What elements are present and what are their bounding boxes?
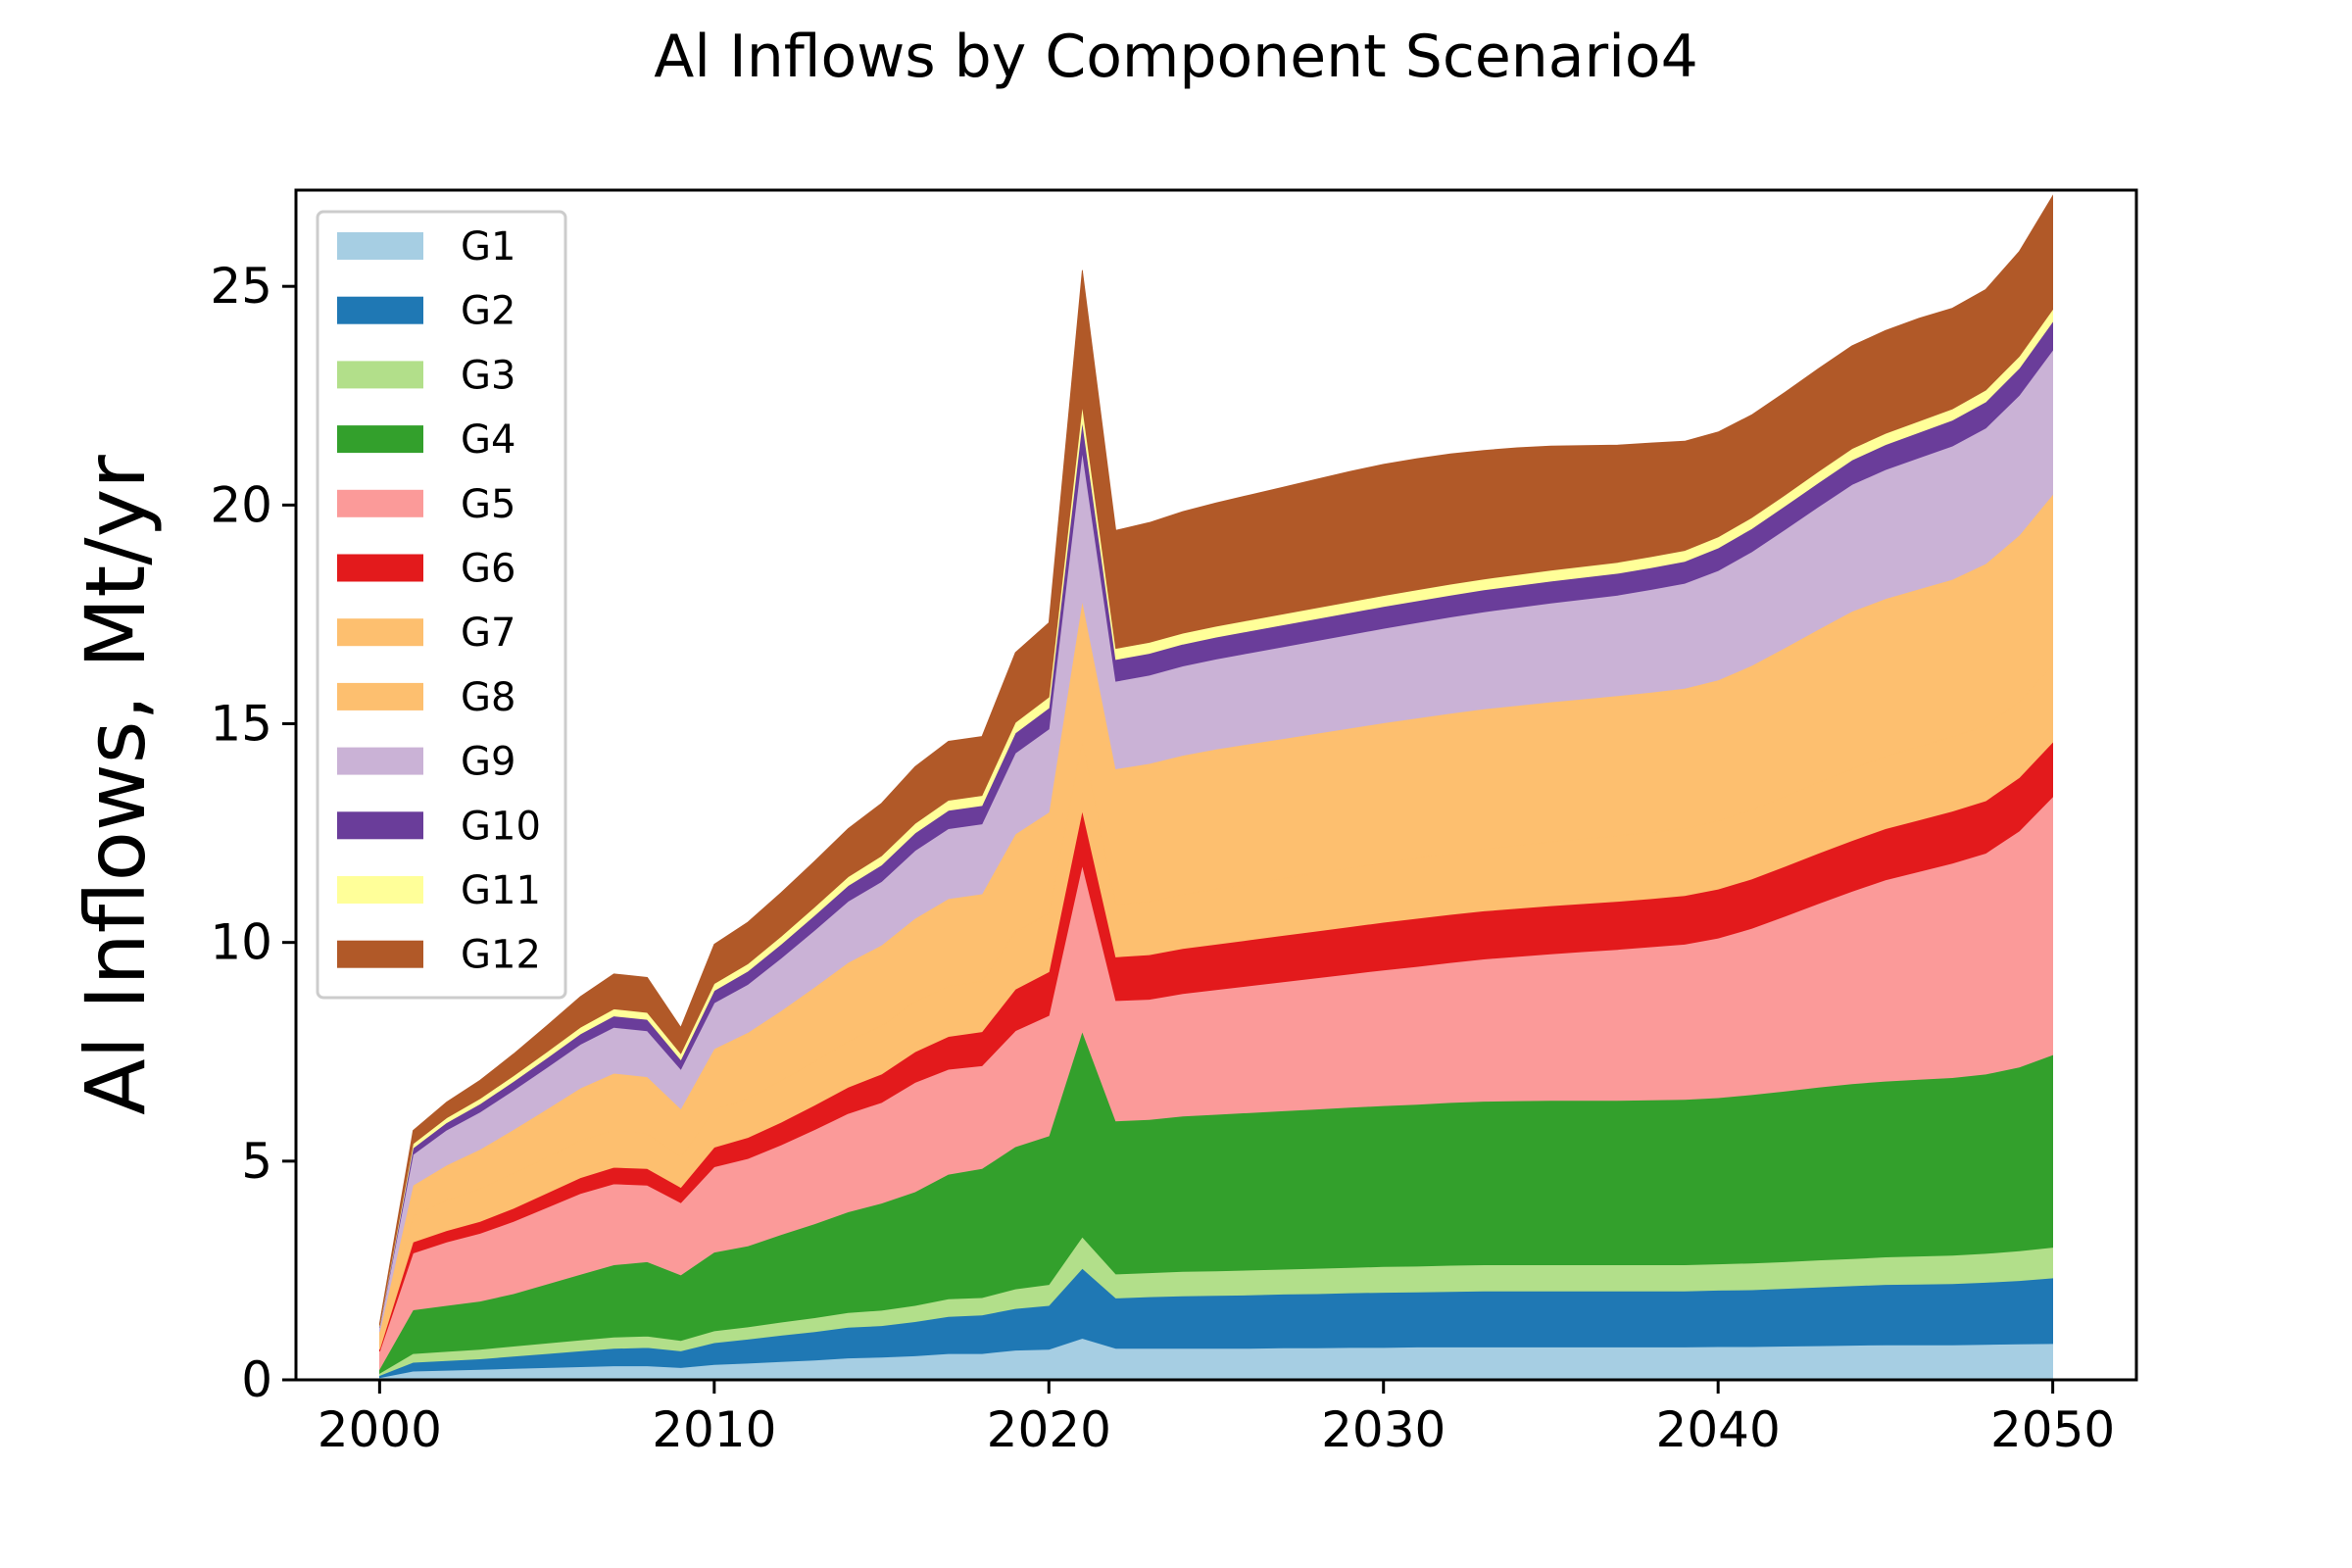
legend-label-g8: G8 [461,675,515,720]
x-tick-label: 2050 [1990,1401,2115,1458]
legend-swatch-g4 [337,425,423,454]
x-tick-label: 2030 [1321,1401,1446,1458]
legend-swatch-g3 [337,361,423,389]
legend-label-g4: G4 [461,417,515,463]
legend-label-g2: G2 [461,289,515,334]
x-tick-label: 2010 [652,1401,776,1458]
x-tick-label: 2040 [1656,1401,1781,1458]
area-series-group [379,194,2053,1381]
legend-swatch-g7 [337,618,423,647]
legend-swatch-g10 [337,811,423,840]
legend-swatch-g8 [337,682,423,710]
area-series-g12 [379,194,2053,1326]
legend-label-g10: G10 [461,804,541,849]
chart-title: Al Inflows by Component Scenario4 [654,23,1698,91]
legend-label-g7: G7 [461,611,515,656]
legend-label-g5: G5 [461,482,515,527]
y-axis: 0 5 10 15 20 25 [210,258,296,1408]
legend-box [316,210,567,1000]
legend-label-g3: G3 [461,353,515,398]
legend-swatch-g5 [337,489,423,517]
legend: G1 G2 G3 G4 G5 G6 G7 G8 G9 G10 G11 G12 [316,210,567,1000]
plot-frame [294,188,2138,1382]
y-tick-label: 15 [210,696,272,753]
x-tick-label: 2020 [987,1401,1111,1458]
legend-swatch-g6 [337,554,423,582]
legend-swatch-g12 [337,940,423,968]
y-tick-label: 25 [210,258,272,315]
legend-label-g1: G1 [461,224,515,270]
y-tick-label: 10 [210,914,272,971]
legend-label-g9: G9 [461,740,515,785]
legend-label-g6: G6 [461,547,515,592]
y-axis-label: Al Inflows, Mt/yr [68,455,164,1115]
legend-label-g12: G12 [461,933,541,978]
x-axis: 2000 2010 2020 2030 2040 2050 [318,1380,2115,1458]
legend-swatch-g2 [337,296,423,324]
y-tick-label: 0 [241,1351,272,1408]
y-tick-label: 5 [241,1133,272,1190]
legend-swatch-g1 [337,232,423,260]
x-tick-label: 2000 [318,1401,442,1458]
y-tick-label: 20 [210,476,272,533]
legend-swatch-g9 [337,747,423,775]
legend-label-g11: G11 [461,868,541,913]
legend-swatch-g11 [337,876,423,904]
